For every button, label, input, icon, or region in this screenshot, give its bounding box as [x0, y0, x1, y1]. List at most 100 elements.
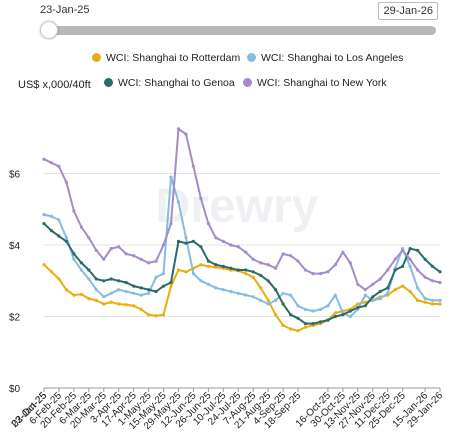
data-point[interactable]	[109, 300, 113, 304]
data-point[interactable]	[408, 257, 412, 261]
data-point[interactable]	[42, 213, 46, 217]
data-point[interactable]	[423, 300, 427, 304]
data-point[interactable]	[386, 286, 390, 290]
data-point[interactable]	[132, 284, 136, 288]
data-point[interactable]	[303, 268, 308, 272]
data-point[interactable]	[176, 127, 181, 131]
data-point[interactable]	[132, 304, 136, 308]
data-point[interactable]	[333, 293, 337, 297]
data-point[interactable]	[199, 263, 203, 267]
data-point[interactable]	[169, 222, 173, 226]
data-point[interactable]	[109, 247, 113, 251]
data-point[interactable]	[393, 268, 397, 272]
data-point[interactable]	[117, 288, 121, 292]
data-point[interactable]	[318, 307, 323, 311]
data-point[interactable]	[64, 236, 68, 240]
data-point[interactable]	[191, 239, 195, 243]
data-point[interactable]	[393, 257, 397, 261]
data-point[interactable]	[333, 311, 337, 315]
data-point[interactable]	[363, 300, 367, 304]
data-point[interactable]	[229, 266, 233, 270]
data-point[interactable]	[94, 288, 98, 292]
data-point[interactable]	[251, 275, 255, 279]
data-point[interactable]	[289, 313, 293, 317]
data-point[interactable]	[206, 264, 210, 268]
data-point[interactable]	[57, 234, 61, 238]
data-point[interactable]	[296, 329, 300, 333]
data-point[interactable]	[214, 236, 218, 240]
data-point[interactable]	[356, 302, 360, 306]
data-point[interactable]	[356, 306, 360, 310]
data-point[interactable]	[64, 180, 68, 184]
legend-item-rotterdam[interactable]: WCI: Shanghai to Rotterdam	[92, 52, 240, 64]
data-point[interactable]	[251, 295, 255, 299]
data-point[interactable]	[124, 303, 128, 307]
data-point[interactable]	[423, 257, 427, 261]
data-point[interactable]	[416, 248, 420, 252]
data-point[interactable]	[191, 272, 195, 276]
data-point[interactable]	[296, 316, 300, 320]
data-point[interactable]	[274, 298, 278, 302]
data-point[interactable]	[49, 270, 54, 274]
data-point[interactable]	[229, 289, 233, 294]
data-point[interactable]	[57, 218, 61, 222]
data-point[interactable]	[94, 298, 98, 302]
data-point[interactable]	[303, 322, 308, 326]
data-point[interactable]	[438, 298, 442, 302]
data-point[interactable]	[318, 272, 323, 276]
data-point[interactable]	[199, 279, 203, 283]
data-point[interactable]	[333, 314, 337, 319]
data-point[interactable]	[430, 279, 435, 283]
data-point[interactable]	[184, 270, 188, 274]
data-point[interactable]	[259, 298, 263, 302]
data-point[interactable]	[296, 304, 300, 308]
data-point[interactable]	[169, 280, 173, 285]
legend-item-new-york[interactable]: WCI: Shanghai to New York	[243, 77, 387, 89]
data-point[interactable]	[221, 239, 225, 243]
data-point[interactable]	[42, 222, 46, 226]
data-point[interactable]	[363, 293, 367, 297]
data-point[interactable]	[199, 196, 203, 201]
data-point[interactable]	[401, 284, 405, 288]
legend-item-genoa[interactable]: WCI: Shanghai to Genoa	[104, 77, 235, 89]
data-point[interactable]	[221, 288, 225, 292]
data-point[interactable]	[371, 295, 375, 299]
data-point[interactable]	[244, 272, 248, 276]
data-point[interactable]	[236, 268, 240, 272]
data-point[interactable]	[438, 270, 442, 274]
data-point[interactable]	[214, 263, 218, 267]
data-point[interactable]	[176, 239, 181, 243]
data-point[interactable]	[72, 209, 76, 213]
data-point[interactable]	[102, 257, 106, 261]
data-point[interactable]	[274, 266, 278, 270]
data-point[interactable]	[363, 288, 367, 292]
data-point[interactable]	[154, 259, 158, 263]
data-point[interactable]	[363, 304, 367, 308]
data-point[interactable]	[348, 314, 352, 319]
data-point[interactable]	[259, 261, 263, 265]
data-point[interactable]	[386, 291, 390, 295]
data-point[interactable]	[102, 295, 106, 299]
data-point[interactable]	[72, 293, 76, 297]
data-point[interactable]	[139, 307, 143, 311]
data-point[interactable]	[154, 289, 158, 294]
data-point[interactable]	[221, 264, 225, 268]
data-point[interactable]	[79, 292, 83, 296]
data-point[interactable]	[72, 252, 76, 256]
data-point[interactable]	[423, 275, 427, 279]
data-point[interactable]	[117, 279, 121, 283]
data-point[interactable]	[206, 282, 210, 286]
data-point[interactable]	[251, 257, 255, 261]
data-point[interactable]	[64, 239, 68, 243]
data-point[interactable]	[191, 164, 195, 168]
data-point[interactable]	[161, 272, 166, 276]
legend-item-los-angeles[interactable]: WCI: Shanghai to Los Angeles	[247, 52, 403, 64]
data-point[interactable]	[416, 268, 420, 272]
data-point[interactable]	[348, 261, 352, 265]
data-point[interactable]	[371, 298, 375, 302]
data-point[interactable]	[274, 288, 278, 292]
data-point[interactable]	[161, 313, 166, 317]
series-line[interactable]	[43, 222, 441, 325]
data-point[interactable]	[438, 280, 442, 285]
data-point[interactable]	[214, 286, 218, 290]
